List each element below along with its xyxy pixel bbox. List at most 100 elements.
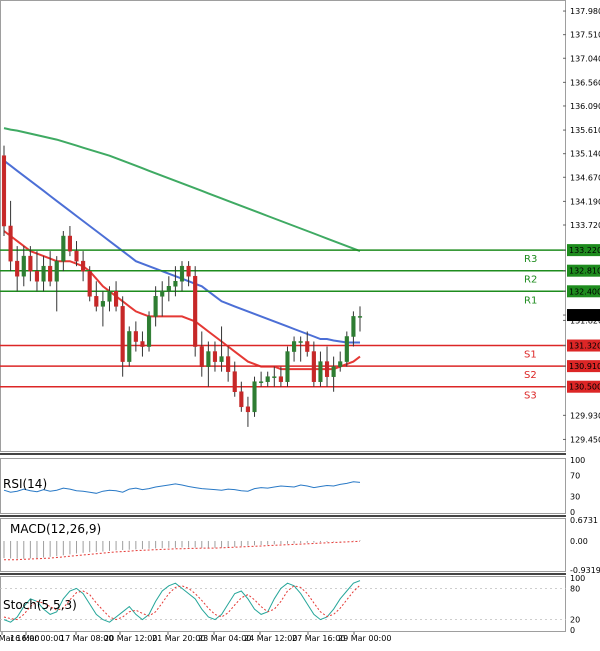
candle-body — [120, 306, 125, 362]
rsi-tick-label: 70 — [570, 472, 580, 481]
stoch-panel — [0, 576, 566, 632]
candle-body — [298, 341, 303, 343]
candle-body — [127, 331, 132, 362]
candle-body — [179, 265, 185, 282]
x-tick-label: 21 Mar 20:00 — [152, 634, 205, 643]
level-name-s3: S3 — [524, 391, 537, 402]
x-tick-label: 27 Mar 16:00 — [292, 634, 345, 643]
candle-body — [324, 361, 330, 377]
level-price-tag — [567, 264, 600, 277]
candle-body — [331, 366, 336, 377]
candle-body — [173, 280, 178, 287]
candle-body — [278, 376, 283, 382]
candle-body — [239, 391, 244, 408]
stoch-tick-label: 0 — [570, 626, 575, 635]
candle-body — [338, 361, 343, 367]
x-tick-label: 29 Mar 00:00 — [338, 634, 391, 643]
macd-title: MACD(12,26,9) — [10, 522, 101, 536]
stoch-d-line — [3, 584, 361, 621]
candle-body — [252, 381, 257, 413]
level-name-r2: R2 — [524, 275, 537, 286]
candle-body — [81, 260, 86, 272]
macd-signal-line — [4, 540, 361, 561]
candle-body — [41, 265, 46, 282]
current-price-tag — [567, 309, 600, 322]
candle-body — [107, 291, 112, 302]
candle-body — [226, 356, 231, 372]
candle-body — [272, 376, 277, 378]
price-tick-label: 137.040 — [570, 54, 600, 63]
level-name-s1: S1 — [524, 350, 537, 361]
level-name-r1: R1 — [524, 295, 537, 306]
level-price-label: 132.400 — [569, 287, 600, 296]
candle-body — [193, 275, 198, 347]
candle-body — [67, 235, 72, 252]
candle-body — [285, 351, 290, 382]
x-tick-label: 23 Mar 04:00 — [198, 634, 251, 643]
candle-body — [212, 351, 218, 362]
candle-body — [186, 265, 191, 277]
stoch-tick-label: 100 — [570, 574, 585, 583]
candle-body — [54, 260, 59, 282]
level-price-tag — [567, 360, 600, 373]
candle-body — [305, 341, 310, 352]
stoch-tick-label: 20 — [570, 616, 580, 625]
macd-tick-label: 0.00 — [570, 537, 588, 546]
price-tick-label: 136.560 — [570, 78, 600, 87]
macd-tick-label: 0.6731 — [570, 516, 598, 525]
candle-body — [15, 260, 20, 277]
stoch-tick-label: 80 — [570, 584, 580, 593]
candle-body — [318, 361, 323, 382]
candle-body — [48, 265, 53, 282]
price-tick-label: 129.450 — [570, 435, 600, 444]
candle-body — [28, 255, 33, 272]
rsi-line — [3, 481, 361, 494]
candle-body — [153, 296, 158, 317]
price-tick-label: 135.610 — [570, 126, 600, 135]
price-tick-label: 137.980 — [570, 7, 600, 16]
price-tick-label: 134.670 — [570, 173, 600, 182]
candle-body — [351, 316, 356, 337]
level-price-label: 130.910 — [569, 362, 600, 371]
candle-body — [21, 255, 26, 277]
candle-body — [311, 351, 316, 382]
level-name-r3: R3 — [524, 254, 537, 265]
candle-body — [114, 291, 119, 307]
price-tick-label: 133.720 — [570, 221, 600, 230]
candle-body — [100, 301, 105, 307]
level-price-label: 131.320 — [569, 342, 600, 351]
macd-panel — [0, 518, 566, 572]
candle-body — [344, 336, 349, 362]
price-tick-label: 135.140 — [570, 150, 600, 159]
candle-body — [292, 341, 297, 352]
rsi-tick-label: 30 — [570, 492, 580, 501]
current-price-label: 131.927 — [569, 311, 600, 320]
level-price-tag — [567, 380, 600, 393]
candle-body — [357, 316, 363, 318]
candle-body — [8, 225, 13, 262]
moving-average-line-3 — [3, 127, 361, 253]
x-tick-label: 17 Mar 08:00 — [60, 634, 113, 643]
stoch-title: Stoch(5,5,3) — [3, 598, 77, 612]
x-tick-label: 16 Mar 00:00 — [10, 634, 63, 643]
candle-body — [74, 250, 79, 262]
x-tick-label: 14 Mar 16:00 — [0, 634, 39, 643]
price-panel — [0, 0, 566, 452]
candle-body — [61, 235, 66, 262]
candle-body — [87, 270, 92, 297]
candle-body — [219, 356, 224, 362]
rsi-title: RSI(14) — [3, 477, 47, 491]
level-price-label: 130.500 — [569, 383, 600, 392]
macd-tick-label: -0.9319 — [570, 566, 600, 575]
candle-body — [1, 155, 7, 227]
rsi-tick-label: 100 — [570, 456, 585, 465]
level-price-tag — [567, 285, 600, 298]
candle-body — [166, 286, 171, 292]
candle-body — [94, 296, 99, 307]
candle-body — [140, 341, 145, 347]
candle-body — [265, 376, 270, 382]
price-tick-label: 137.510 — [570, 31, 600, 40]
candle-body — [245, 406, 250, 413]
